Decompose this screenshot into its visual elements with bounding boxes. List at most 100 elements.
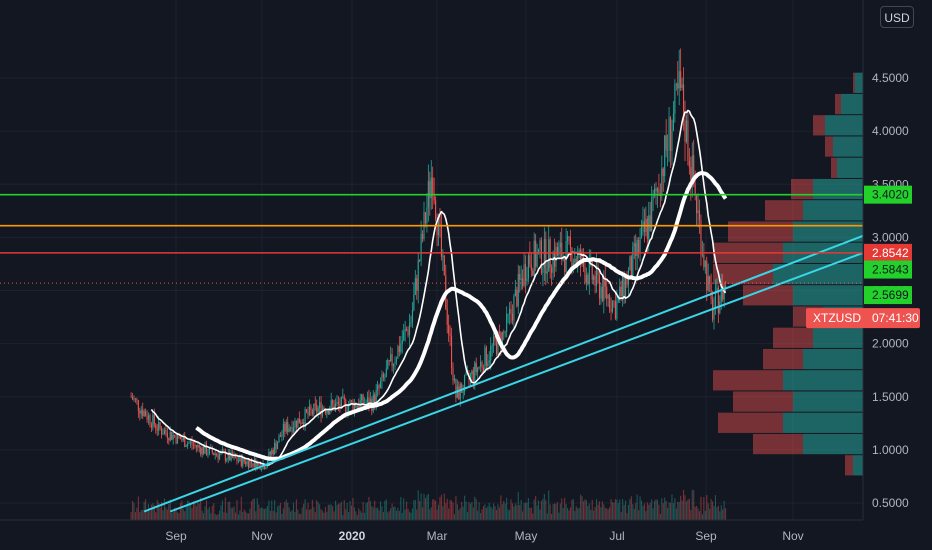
candle-body [720, 283, 722, 302]
volume-bar [326, 511, 328, 520]
candle-body [536, 253, 538, 267]
volume-bar [239, 510, 241, 520]
candle-body [252, 463, 254, 467]
profile-up-bar [837, 157, 863, 178]
volume-bar [436, 509, 438, 520]
volume-bar [349, 501, 351, 520]
volume-bar [694, 506, 696, 520]
candle-body [487, 362, 489, 366]
candle-body [471, 370, 473, 375]
volume-bar [687, 499, 689, 520]
volume-bar [584, 499, 586, 520]
volume-bar [246, 513, 248, 520]
candle-body [469, 374, 471, 380]
volume-bar [419, 501, 421, 520]
volume-bar [504, 503, 506, 520]
candle-body [211, 447, 213, 453]
candle-body [524, 264, 527, 282]
volume-bar [208, 507, 210, 520]
volume-bar [234, 512, 237, 520]
candle-body [400, 343, 402, 352]
volume-bar [171, 512, 173, 520]
volume-bar [704, 510, 706, 520]
profile-up-bar [783, 370, 863, 391]
candle-body [149, 415, 151, 425]
candle-body [472, 370, 474, 382]
candle-body [607, 295, 609, 299]
volume-bar [201, 510, 203, 520]
candle-body [436, 219, 438, 236]
volume-bar [465, 501, 467, 520]
candle-body [313, 403, 315, 415]
volume-bar [423, 493, 425, 520]
currency-button[interactable]: USD [880, 6, 914, 28]
y-tick-label: 1.0000 [872, 443, 909, 457]
candle-body [564, 257, 566, 272]
candle-body [378, 385, 380, 388]
candle-body [333, 403, 335, 411]
volume-bar [477, 510, 479, 520]
candle-body [195, 445, 197, 448]
volume-bar [461, 501, 463, 520]
candle-body [629, 256, 631, 271]
price-tag-label: 3.4020 [872, 188, 909, 202]
volume-bar [250, 501, 253, 520]
volume-bar [651, 499, 653, 520]
candle-body [484, 347, 486, 372]
candle-body [197, 445, 199, 448]
candle-body [330, 400, 332, 410]
candle-body [261, 469, 263, 470]
profile-down-bar [773, 327, 813, 348]
volume-bar [216, 515, 218, 520]
volume-bar [268, 500, 270, 520]
candle-body [449, 333, 451, 336]
profile-down-bar [831, 157, 837, 178]
volume-bar [316, 500, 318, 520]
volume-bar [645, 511, 647, 520]
volume-bar [223, 512, 225, 520]
volume-bar [627, 504, 630, 520]
volume-bar [132, 500, 134, 520]
candle-body [147, 415, 150, 420]
symbol-tag-name: XTZUSD [813, 311, 861, 325]
trendlines[interactable] [143, 234, 864, 513]
price-tag-label: 2.5699 [872, 288, 909, 302]
candle-body [398, 346, 400, 352]
volume-bar [269, 510, 271, 520]
volume-bar [219, 510, 221, 520]
volume-bar [197, 502, 199, 520]
volume-bar [659, 514, 661, 520]
volume-bar [262, 508, 264, 520]
volume-bar [207, 509, 209, 520]
candle-body [375, 389, 377, 406]
candle-body [642, 221, 644, 227]
candle-body [407, 330, 409, 336]
volume-bar [524, 502, 527, 520]
candle-body [559, 242, 561, 248]
horizontal-levels[interactable] [0, 193, 863, 284]
volume-bar [307, 502, 309, 520]
profile-up-bar [783, 412, 863, 433]
candle-body [388, 360, 390, 362]
candle-body [253, 459, 255, 467]
volume-bar [317, 502, 319, 520]
candle-body [162, 434, 164, 436]
time-axis[interactable]: Sep Nov 2020 Mar May Jul Sep Nov [165, 529, 803, 543]
candle-body [163, 430, 166, 435]
candle-body [317, 407, 319, 413]
candle-body [567, 236, 569, 242]
volume-bar [700, 496, 702, 520]
volume-bar [626, 513, 628, 520]
volume-bar [358, 508, 360, 520]
candle-body [569, 238, 572, 248]
profile-up-bar [803, 348, 863, 370]
candle-body [361, 394, 363, 401]
volume-bar [369, 501, 371, 520]
candle-body [433, 195, 435, 201]
volume-bar [226, 512, 228, 520]
volume-bar [540, 500, 543, 520]
volume-bar [632, 504, 634, 520]
candle-body [179, 436, 181, 440]
